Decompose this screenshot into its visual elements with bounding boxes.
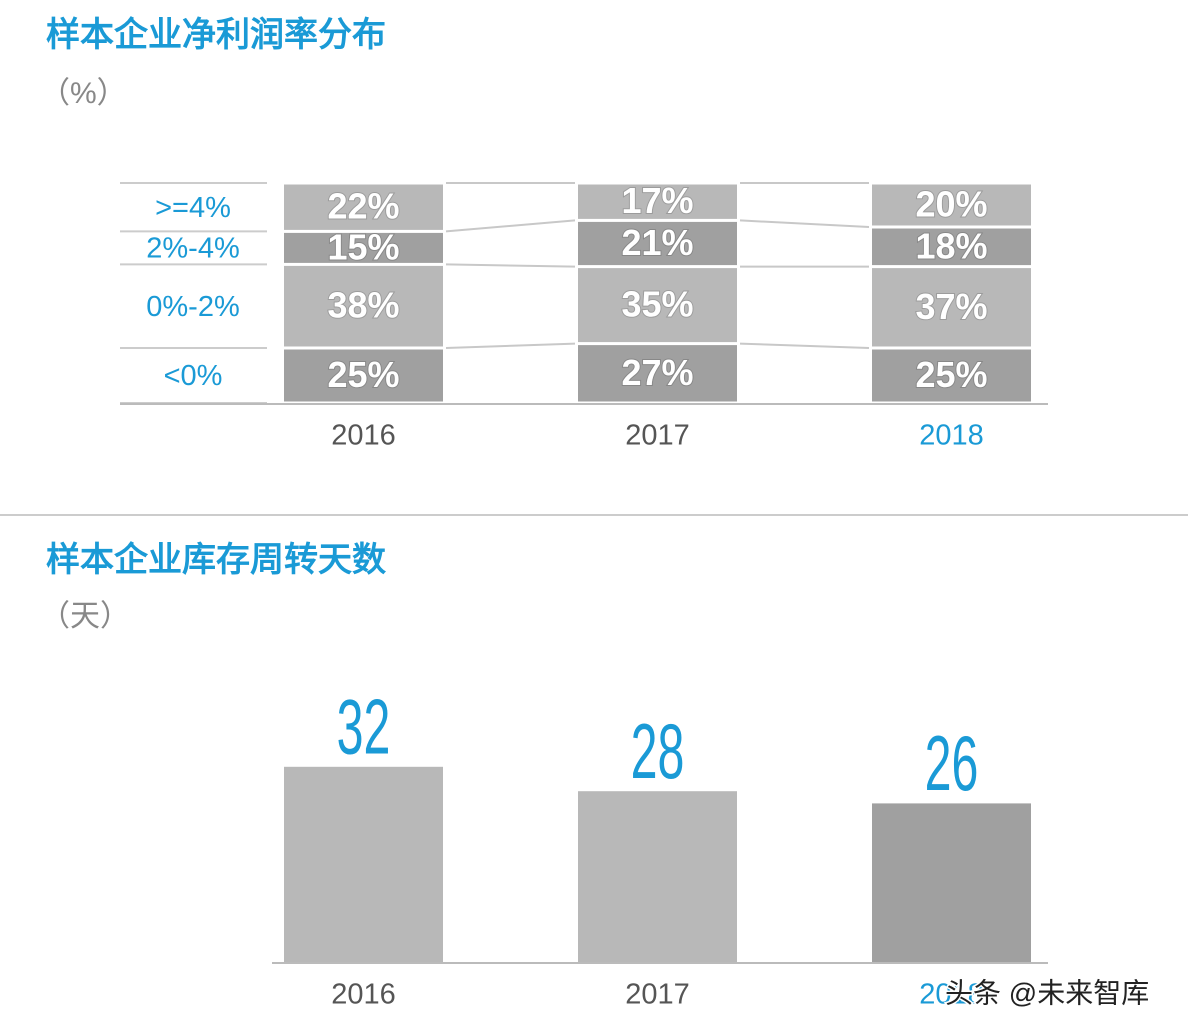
connector (739, 219, 870, 228)
bar-segment (578, 268, 737, 343)
chart-title: 样本企业净利润率分布 (46, 15, 386, 54)
x-tick-label: 2016 (331, 420, 396, 452)
bar-segment (284, 265, 443, 347)
connector (445, 263, 576, 268)
data-label: 15% (327, 226, 399, 267)
bar-segment (284, 349, 443, 402)
bar-segment (872, 184, 1031, 226)
x-tick-label: 2017 (625, 979, 690, 1011)
bar-segment (872, 228, 1031, 266)
data-label: 17% (621, 180, 693, 221)
x-tick-label: 2018 (919, 979, 984, 1011)
data-label: 22% (327, 186, 399, 227)
bar (872, 803, 1031, 962)
data-label: 18% (915, 225, 987, 266)
data-label: 32 (337, 682, 391, 770)
legend-label: 0%-2% (146, 291, 240, 323)
bar (578, 791, 737, 962)
connector (445, 219, 576, 233)
bar-segment (578, 184, 737, 219)
connector (445, 342, 576, 349)
watermark: 头条 @未来智库 (945, 977, 1149, 1008)
chart-title: 样本企业库存周转天数 (46, 540, 386, 579)
connector (739, 342, 870, 349)
x-tick-label: 2018 (919, 420, 984, 452)
bar-segment (872, 349, 1031, 402)
data-label: 21% (621, 222, 693, 263)
bar-segment (578, 221, 737, 266)
bar (284, 766, 443, 962)
chart-subtitle: （%） (40, 77, 127, 110)
data-label: 25% (327, 354, 399, 395)
data-label: 28 (631, 707, 685, 795)
data-label: 27% (621, 352, 693, 393)
x-tick-label: 2017 (625, 420, 690, 452)
data-label: 35% (621, 284, 693, 325)
legend-label: >=4% (155, 192, 231, 224)
data-label: 20% (915, 184, 987, 225)
data-label: 25% (915, 354, 987, 395)
bar-segment (284, 184, 443, 230)
x-tick-label: 2016 (331, 979, 396, 1011)
chart-subtitle: （天） (40, 600, 130, 633)
data-label: 26 (925, 719, 979, 807)
legend-label: 2%-4% (146, 233, 240, 265)
data-label: 37% (915, 286, 987, 327)
bar-segment (284, 232, 443, 263)
bar-segment (578, 345, 737, 402)
bar-segment (872, 268, 1031, 347)
data-label: 38% (327, 285, 399, 326)
legend-label: <0% (164, 360, 223, 392)
